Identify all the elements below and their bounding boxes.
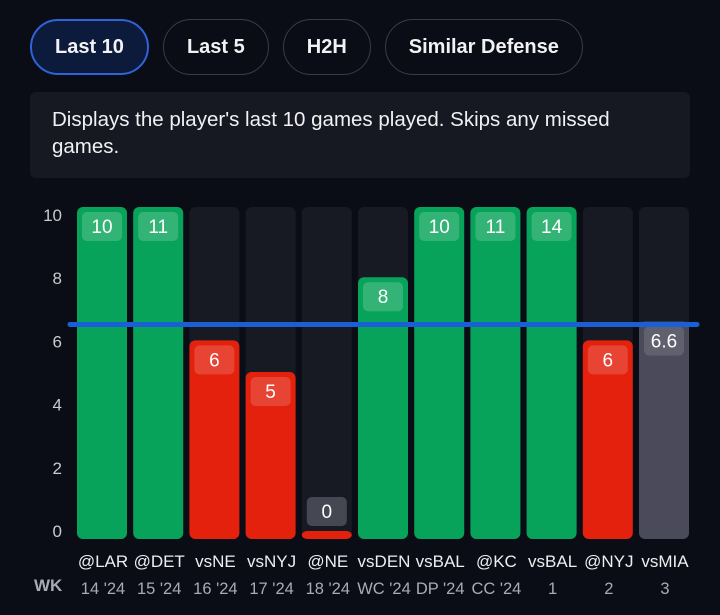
- opponent-label: vsBAL: [416, 552, 465, 571]
- y-tick-label: 8: [53, 269, 62, 288]
- opponent-label: vsMIA: [641, 552, 689, 571]
- value-chip: [587, 345, 628, 375]
- bar: [133, 207, 184, 539]
- value-chip: [82, 212, 122, 241]
- value-label: 5: [265, 382, 276, 403]
- bar: [470, 207, 521, 539]
- value-label: 8: [378, 287, 389, 308]
- value-chip: [250, 377, 291, 406]
- value-chip: [419, 212, 460, 241]
- week-label: WC '24: [357, 580, 411, 598]
- value-chip: [475, 212, 516, 241]
- value-label: 0: [322, 502, 333, 523]
- y-tick-label: 10: [43, 206, 62, 225]
- tab-last-5[interactable]: Last 5: [162, 19, 269, 75]
- opponent-label: @DET: [134, 552, 185, 571]
- opponent-label: vsBAL: [528, 552, 577, 571]
- week-label: 16 '24: [193, 580, 237, 598]
- bar: [582, 340, 633, 539]
- opponent-label: @NE: [307, 552, 348, 571]
- bar: [77, 207, 127, 539]
- week-label: 3: [660, 580, 669, 598]
- value-chip: [306, 497, 347, 526]
- value-label: 11: [486, 217, 506, 238]
- value-label: 10: [429, 217, 450, 238]
- value-chip: [363, 282, 403, 312]
- opponent-label: vsNE: [195, 552, 236, 571]
- opponent-label: vsDEN: [358, 552, 411, 571]
- week-label: 2: [604, 580, 613, 598]
- week-label: 18 '24: [306, 580, 350, 598]
- y-tick-label: 6: [53, 332, 62, 351]
- opponent-label: @KC: [476, 552, 517, 571]
- week-label: CC '24: [471, 580, 521, 598]
- value-chip: [138, 212, 179, 241]
- filter-tabs: Last 10 Last 5 H2H Similar Defense: [30, 19, 583, 75]
- week-row-label: WK: [34, 576, 63, 595]
- value-label: 11: [148, 217, 168, 238]
- opponent-label: @NYJ: [584, 552, 633, 571]
- bar: [414, 207, 465, 539]
- opponent-label: vsNYJ: [247, 552, 296, 571]
- bar: [301, 531, 352, 539]
- bar: [639, 321, 689, 539]
- value-chip: [644, 326, 684, 356]
- week-label: 14 '24: [81, 580, 125, 598]
- bar: [245, 372, 296, 539]
- value-chip: [194, 345, 235, 375]
- y-tick-label: 2: [53, 459, 62, 478]
- week-label: 1: [548, 580, 557, 598]
- bar: [526, 207, 577, 539]
- tab-last-10[interactable]: Last 10: [30, 19, 149, 75]
- value-label: 6: [603, 350, 614, 371]
- bar: [189, 340, 240, 539]
- week-label: 17 '24: [249, 580, 293, 598]
- value-label: 10: [91, 217, 112, 238]
- bar: [358, 277, 408, 539]
- value-label: 14: [541, 217, 563, 238]
- tab-description: Displays the player's last 10 games play…: [30, 92, 690, 178]
- y-tick-label: 0: [53, 522, 62, 541]
- value-chip: [531, 212, 572, 241]
- tab-h2h[interactable]: H2H: [282, 19, 371, 75]
- y-tick-label: 4: [53, 396, 62, 415]
- week-label: 15 '24: [137, 580, 181, 598]
- value-label: 6: [209, 350, 220, 371]
- value-label: 6.6: [651, 331, 677, 352]
- week-label: DP '24: [416, 580, 465, 598]
- tab-similar-defense[interactable]: Similar Defense: [384, 19, 583, 75]
- bar-track: [301, 207, 352, 539]
- opponent-label: @LAR: [78, 552, 128, 571]
